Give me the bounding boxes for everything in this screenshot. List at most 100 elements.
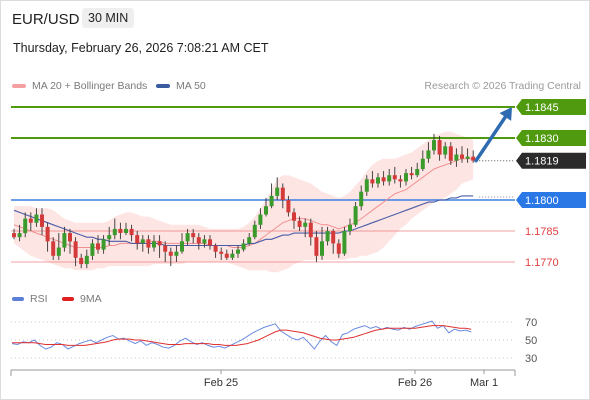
candle-down <box>51 241 56 256</box>
legend-ma20: MA 20 + Bollinger Bands <box>12 80 147 92</box>
candle-down <box>471 156 476 161</box>
candle-up <box>62 233 67 248</box>
candle-up <box>376 177 380 184</box>
rsi-tick-70: 70 <box>525 317 537 329</box>
x-tick-label: Feb 25 <box>204 377 238 389</box>
candle-up <box>17 233 22 238</box>
legend-ma50-label: MA 50 <box>176 80 206 92</box>
candle-down <box>96 243 100 250</box>
candle-up <box>101 239 106 250</box>
legend-ma20-label: MA 20 + Bollinger Bands <box>32 80 148 92</box>
candle-down <box>336 243 341 254</box>
rsi-9ma-line <box>12 325 472 346</box>
candle-down <box>135 235 140 244</box>
candle-down <box>370 179 375 184</box>
candle-down <box>448 146 453 161</box>
candle-up <box>84 255 89 265</box>
price-label-1.1800: 1.1800 <box>525 195 559 207</box>
price-label-1.1770: 1.1770 <box>525 257 559 269</box>
candle-down <box>297 220 302 227</box>
candle-up <box>174 251 179 256</box>
candle-up <box>342 231 347 254</box>
candle-up <box>275 187 280 196</box>
candle-down <box>118 228 123 233</box>
candles-group <box>12 133 476 269</box>
candle-up <box>258 214 263 225</box>
candle-down <box>45 226 50 242</box>
candle-down <box>314 237 319 256</box>
candle-up <box>23 218 28 234</box>
candle-up <box>236 249 240 254</box>
bollinger-band-area <box>14 131 474 273</box>
research-credit: Research © 2026 Trading Central <box>424 80 581 92</box>
candle-down <box>129 228 134 236</box>
candle-down <box>213 245 218 252</box>
price-label-box-1.1819 <box>516 152 586 169</box>
candle-up <box>124 228 128 233</box>
candle-up <box>247 237 252 244</box>
candle-up <box>348 224 352 231</box>
candle-down <box>219 251 224 254</box>
candle-down <box>146 239 151 248</box>
candle-up <box>325 231 330 242</box>
candle-down <box>68 233 72 242</box>
rsi-tick-50: 50 <box>525 335 537 347</box>
candle-up <box>180 241 184 252</box>
candle-down <box>381 177 386 182</box>
candle-down <box>191 233 196 238</box>
candle-up <box>241 243 246 250</box>
candle-down <box>208 239 212 246</box>
symbol-title: EUR/USD <box>12 11 80 28</box>
price-label-box-1.1830 <box>516 130 586 146</box>
candle-down <box>409 173 414 176</box>
candle-up <box>269 195 274 207</box>
candle-down <box>224 253 229 258</box>
legend-rsi-label: RSI <box>30 293 48 305</box>
candle-down <box>79 257 84 265</box>
candle-down <box>280 187 285 200</box>
price-label-1.1819: 1.1819 <box>525 156 559 168</box>
candle-up <box>404 173 408 182</box>
candle-up <box>420 158 425 169</box>
candle-down <box>398 179 403 182</box>
candle-up <box>230 253 235 258</box>
candle-up <box>140 239 145 244</box>
projection-arrow-shaft <box>474 112 509 163</box>
rsi-tick-30: 30 <box>525 353 537 365</box>
legend-rsi: RSI <box>12 293 48 305</box>
timestamp: Thursday, February 26, 2026 7:08:21 AM C… <box>13 41 269 55</box>
candle-down <box>168 251 173 256</box>
projection-arrow-head <box>499 107 512 121</box>
candle-up <box>415 169 420 176</box>
ma50-swatch <box>156 84 170 88</box>
candle-up <box>90 243 95 256</box>
candle-down <box>196 237 201 244</box>
candle-down <box>286 200 291 213</box>
candle-down <box>157 241 162 246</box>
candle-down <box>460 154 464 159</box>
candle-up <box>320 241 324 256</box>
ma20-swatch <box>12 84 26 88</box>
candle-up <box>34 214 39 223</box>
candle-up <box>426 150 431 159</box>
candle-down <box>28 218 33 223</box>
candle-up <box>353 206 358 225</box>
candle-down <box>292 212 296 221</box>
candle-up <box>252 224 257 238</box>
ma9-swatch <box>62 297 74 301</box>
candle-up <box>185 233 190 242</box>
timeframe-badge[interactable]: 30 MIN <box>82 8 135 28</box>
candle-down <box>40 214 44 227</box>
candle-down <box>308 222 313 238</box>
rsi-swatch <box>12 297 24 301</box>
price-label-box-1.1845 <box>516 99 586 115</box>
candle-up <box>264 206 268 215</box>
candle-down <box>392 175 397 180</box>
candle-up <box>364 179 369 192</box>
candle-down <box>73 241 78 258</box>
price-label-box-1.1800 <box>516 192 586 208</box>
candle-down <box>12 233 16 238</box>
candle-up <box>454 154 459 161</box>
candle-up <box>432 140 436 151</box>
